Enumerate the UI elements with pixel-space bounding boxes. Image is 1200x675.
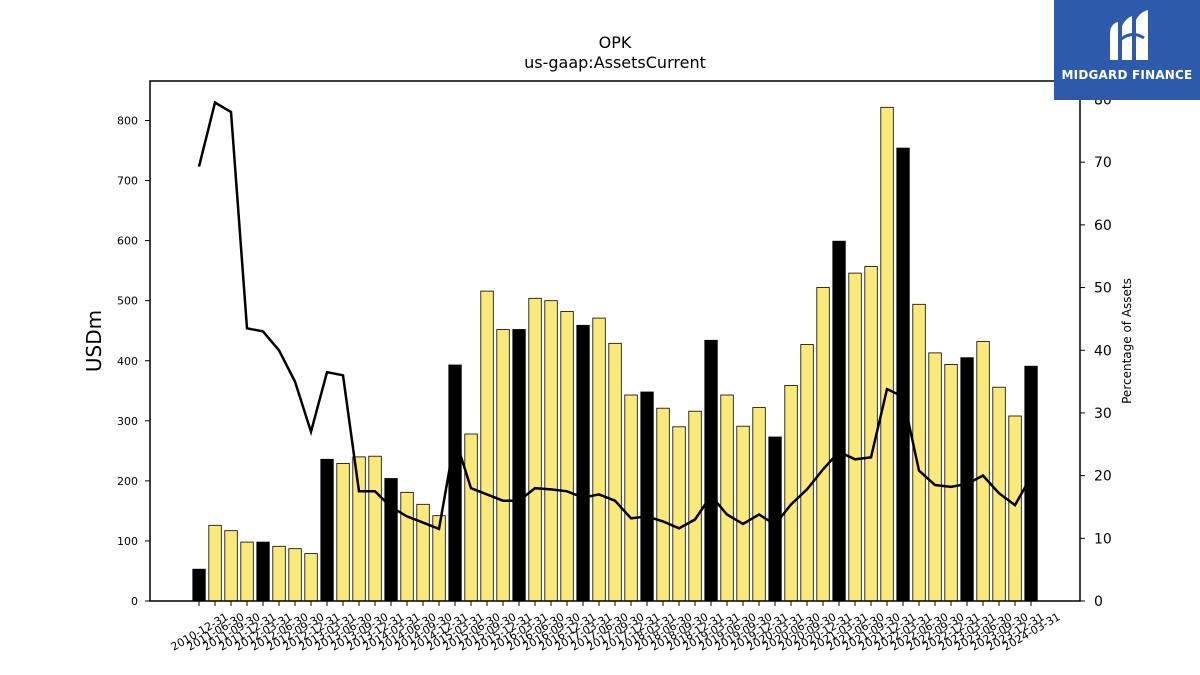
- y-right-tick-label: 60: [1094, 218, 1112, 234]
- bar-2020-06-30: [800, 344, 814, 602]
- y-right-tick-label: 20: [1094, 469, 1112, 485]
- bar-2018-12-31: [704, 339, 718, 602]
- chart-title: OPK: [599, 33, 632, 52]
- chart-subtitle: us-gaap:AssetsCurrent: [524, 53, 706, 72]
- bar-2021-03-31: [848, 272, 862, 602]
- bar-2011-09-30: [240, 541, 254, 602]
- bar-2015-09-30: [496, 329, 510, 602]
- bar-2023-03-31: [976, 341, 990, 602]
- bar-2021-12-31: [896, 147, 910, 602]
- y-axis-left: 0 100 200 300 400 500 600 700 800: [117, 115, 150, 608]
- bar-2013-09-30: [368, 455, 382, 602]
- bar-2012-06-30: [288, 548, 302, 602]
- y-tick-label: 800: [117, 115, 138, 128]
- bar-2016-06-30: [544, 300, 558, 602]
- bar-2010-12-31: [192, 568, 206, 602]
- y-axis-label: USDm: [82, 310, 106, 372]
- y-right-tick-label: 40: [1094, 343, 1112, 359]
- y-tick-label: 300: [117, 415, 138, 428]
- y-tick-label: 400: [117, 355, 138, 368]
- y-axis-right-label: Percentage of Assets: [1120, 278, 1134, 404]
- bar-2012-09-30: [304, 553, 318, 602]
- bar-2022-06-30: [928, 352, 942, 602]
- bar-2016-12-31: [576, 324, 590, 602]
- bar-2019-06-30: [736, 425, 750, 602]
- logo-mark-icon: [1110, 10, 1148, 60]
- bar-2021-09-30: [880, 106, 894, 602]
- bar-2017-03-31: [592, 317, 606, 602]
- bar-2018-06-30: [672, 426, 686, 602]
- x-axis: 2010-12-312011-06-302011-09-302011-12-31…: [169, 601, 1063, 654]
- y-tick-label: 700: [117, 175, 138, 188]
- bar-2013-03-31: [336, 463, 350, 602]
- bar-2020-09-30: [816, 287, 830, 602]
- bar-2022-09-30: [944, 363, 958, 602]
- y-right-tick-label: 30: [1094, 406, 1112, 422]
- bar-2013-12-31: [384, 478, 398, 602]
- bar-2014-12-31: [448, 364, 462, 602]
- bar-2020-12-31: [832, 240, 846, 602]
- bar-2016-03-31: [528, 297, 542, 602]
- bar-2017-09-30: [624, 394, 638, 602]
- y-right-tick-label: 0: [1094, 594, 1103, 610]
- bar-2020-03-31: [784, 384, 798, 602]
- y-tick-label: 200: [117, 475, 138, 488]
- percentage-line: [197, 100, 1033, 531]
- bar-2022-12-31: [960, 357, 974, 602]
- y-tick-label: 0: [131, 595, 138, 608]
- y-right-tick-label: 50: [1094, 281, 1112, 297]
- y-right-tick-label: 70: [1094, 155, 1112, 171]
- bar-series: [192, 106, 1038, 602]
- y-tick-label: 100: [117, 535, 138, 548]
- y-tick-label: 500: [117, 295, 138, 308]
- bar-2016-09-30: [560, 311, 574, 602]
- bar-2015-03-31: [464, 433, 478, 602]
- bar-2019-03-31: [720, 394, 734, 602]
- bar-2014-06-30: [416, 503, 430, 602]
- y-right-tick-label: 10: [1094, 531, 1112, 547]
- bar-2023-09-30: [1008, 415, 1022, 602]
- bar-2015-12-31: [512, 329, 526, 602]
- bar-2014-03-31: [400, 491, 414, 602]
- bar-2013-06-30: [352, 456, 366, 602]
- bar-2011-12-31: [256, 541, 270, 602]
- bar-2012-12-31: [320, 458, 334, 602]
- bar-2019-09-30: [752, 407, 766, 602]
- bar-2011-03-31: [208, 524, 222, 602]
- bar-2012-03-31: [272, 545, 286, 602]
- bar-2017-12-31: [640, 391, 654, 602]
- bar-2017-06-30: [608, 342, 622, 602]
- y-tick-label: 600: [117, 235, 138, 248]
- bar-2018-03-31: [656, 407, 670, 602]
- bar-2011-06-30: [224, 530, 238, 602]
- bar-2018-09-30: [688, 410, 702, 602]
- logo: MIDGARD FINANCE: [1054, 0, 1200, 100]
- logo-text: MIDGARD FINANCE: [1061, 68, 1193, 82]
- bar-2015-06-30: [480, 290, 494, 602]
